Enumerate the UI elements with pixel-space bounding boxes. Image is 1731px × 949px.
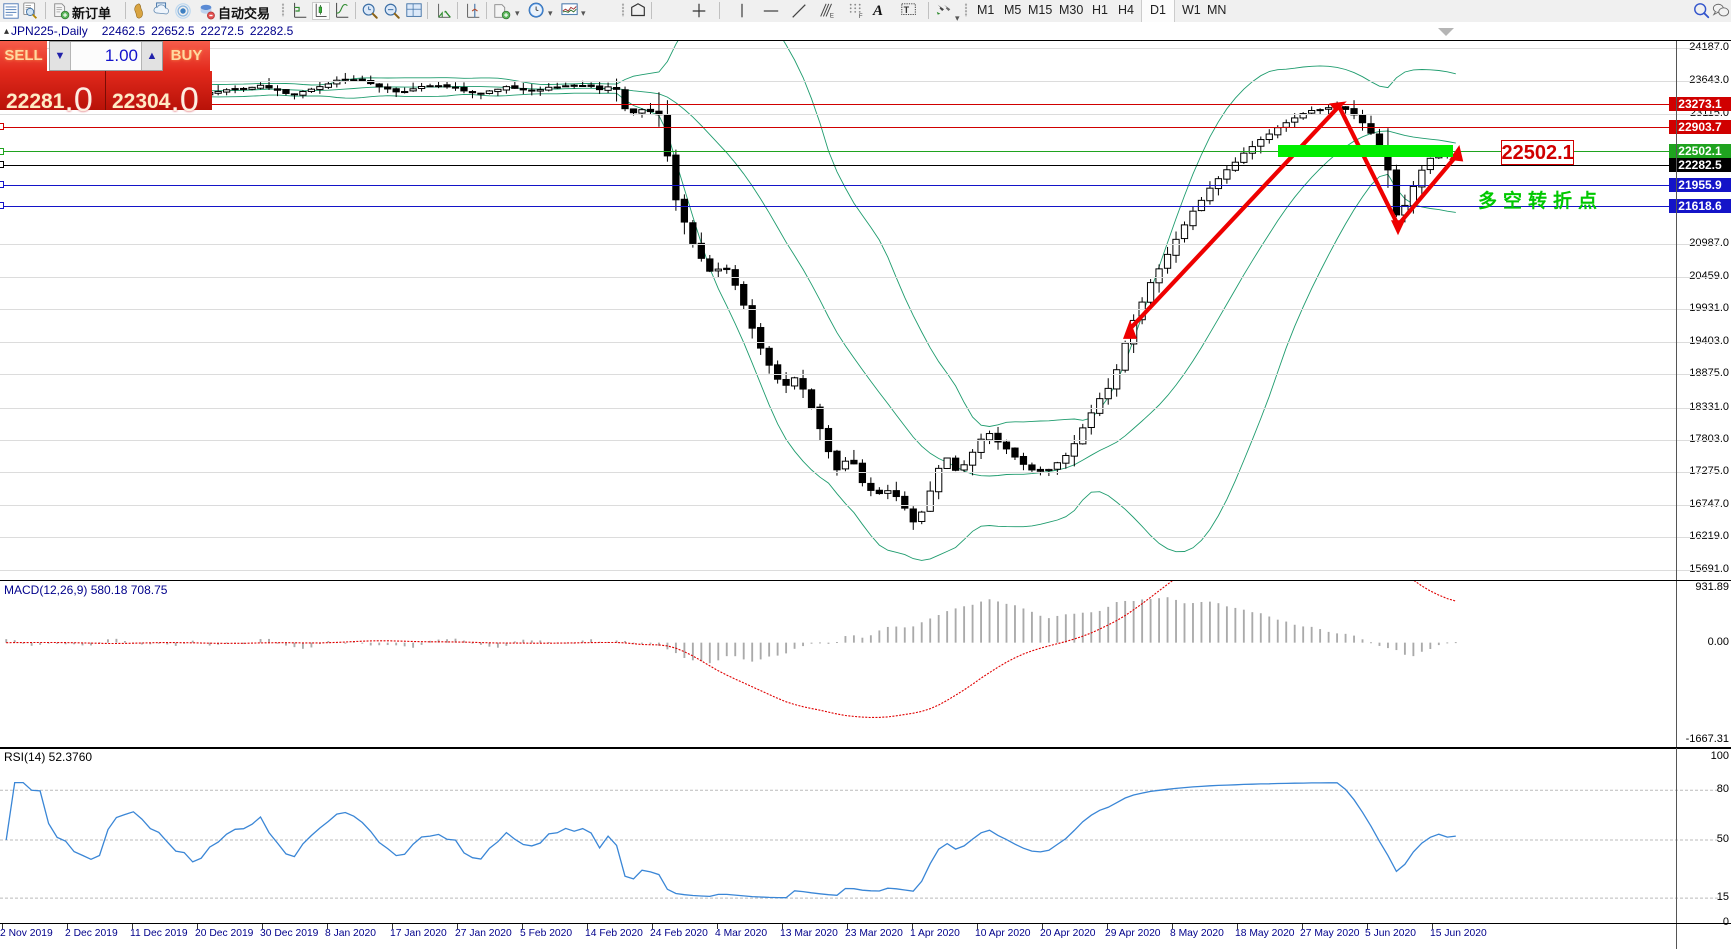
svg-text:E: E <box>830 12 834 19</box>
svg-text:F: F <box>859 13 863 20</box>
svg-text:T: T <box>904 5 910 15</box>
